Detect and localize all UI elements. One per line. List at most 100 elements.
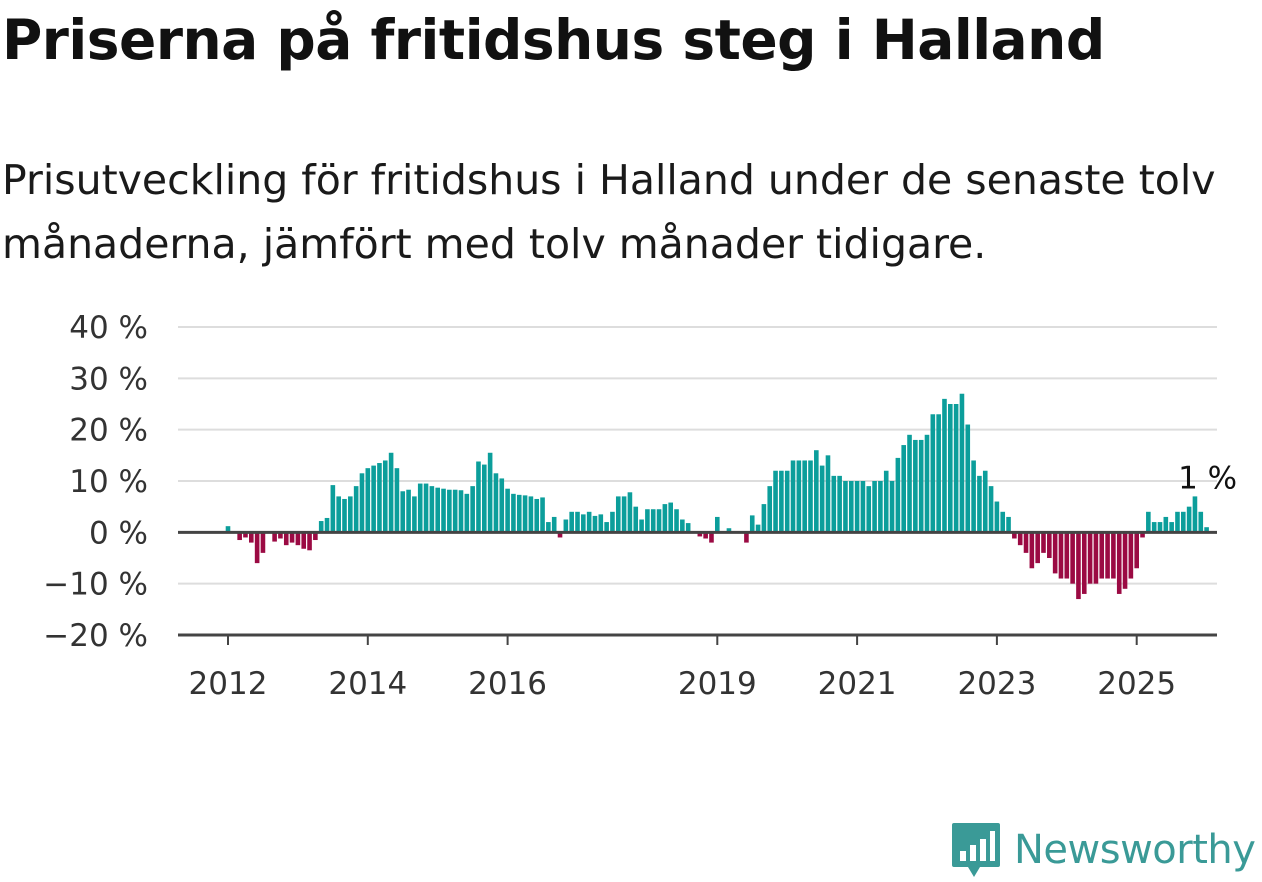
bar — [726, 528, 732, 533]
bar — [1023, 532, 1029, 553]
bar — [318, 521, 324, 533]
bar — [324, 517, 330, 533]
bar — [1186, 506, 1192, 533]
bar — [1116, 532, 1122, 594]
bar — [382, 460, 388, 533]
bar — [254, 532, 260, 564]
brand-logo: Newsworthy — [950, 818, 1256, 882]
bar — [936, 414, 941, 533]
bar — [1035, 532, 1040, 564]
bar — [1064, 532, 1070, 579]
bar — [1192, 496, 1198, 533]
bar — [499, 478, 505, 533]
bar — [1099, 532, 1105, 579]
x-tick-label: 2025 — [1097, 666, 1176, 702]
bar — [942, 398, 947, 533]
bar — [1157, 522, 1163, 533]
bar — [1204, 527, 1209, 533]
bar — [674, 509, 679, 533]
bar — [744, 532, 749, 543]
bar — [586, 511, 592, 533]
bar — [458, 490, 464, 533]
bar — [225, 526, 231, 533]
bar — [901, 445, 906, 533]
brand-name: Newsworthy — [1014, 827, 1256, 873]
bar — [1111, 532, 1116, 579]
chart-subtitle: Prisutveckling för fritidshus i Halland … — [2, 156, 1216, 268]
bar — [371, 465, 376, 533]
bar — [452, 489, 458, 533]
bar — [423, 483, 429, 533]
bar — [697, 532, 703, 537]
bar — [948, 404, 953, 533]
bar — [907, 434, 912, 533]
bar — [278, 532, 283, 539]
bar — [796, 460, 802, 533]
bar — [447, 489, 452, 533]
bar — [767, 486, 773, 533]
bar — [388, 452, 394, 533]
bar — [749, 515, 755, 533]
bar — [825, 455, 831, 533]
bar — [1093, 532, 1099, 584]
bar — [429, 486, 435, 533]
bar — [505, 488, 510, 533]
x-tick-label: 2023 — [957, 666, 1036, 702]
y-tick-label: 20 % — [69, 413, 148, 449]
bar — [918, 439, 924, 533]
bar — [982, 470, 988, 533]
bar — [1000, 511, 1006, 533]
bar — [930, 414, 936, 533]
bar — [639, 519, 644, 533]
bar — [260, 532, 266, 553]
bar — [272, 532, 277, 542]
bar — [598, 514, 604, 533]
bar — [592, 515, 598, 533]
bar — [615, 496, 621, 533]
x-tick-label: 2021 — [818, 666, 897, 702]
bar — [348, 496, 353, 533]
chart-title: Priserna på fritidshus steg i Halland — [2, 8, 1105, 72]
y-axis-labels: 40 % 30 % 20 % 10 % 0 % −10 % −20 % — [43, 310, 148, 654]
bar — [883, 470, 889, 533]
bar — [848, 481, 854, 533]
bar — [487, 452, 493, 533]
bar — [464, 493, 470, 533]
latest-value-annotation: 1 % — [1178, 460, 1237, 496]
bar — [313, 532, 318, 541]
bar — [301, 532, 307, 549]
bar — [493, 473, 499, 533]
y-tick-label: −10 % — [43, 567, 148, 603]
bar — [1163, 516, 1169, 533]
bar — [924, 434, 930, 533]
bar — [534, 498, 540, 533]
bar — [1146, 511, 1151, 533]
bar — [546, 522, 551, 533]
bar — [872, 481, 877, 533]
bar — [685, 523, 691, 533]
bar — [1134, 532, 1139, 569]
x-tick-label: 2012 — [189, 666, 268, 702]
bar — [1058, 532, 1064, 579]
bar — [831, 475, 837, 533]
bar — [365, 468, 371, 533]
bar — [353, 486, 359, 533]
bar — [1175, 511, 1180, 533]
bar — [1128, 532, 1134, 579]
bar — [377, 463, 382, 533]
bar — [394, 468, 400, 533]
bar — [959, 393, 965, 533]
bar — [1151, 522, 1157, 533]
bar — [715, 516, 720, 533]
bar — [1006, 516, 1011, 533]
bar — [1012, 532, 1017, 539]
bar — [610, 511, 615, 533]
bar — [703, 532, 708, 539]
y-tick-label: 30 % — [69, 361, 148, 397]
bar — [406, 489, 411, 533]
bar — [470, 486, 475, 533]
bar — [656, 509, 662, 533]
bar — [709, 532, 714, 543]
bar — [540, 497, 545, 533]
